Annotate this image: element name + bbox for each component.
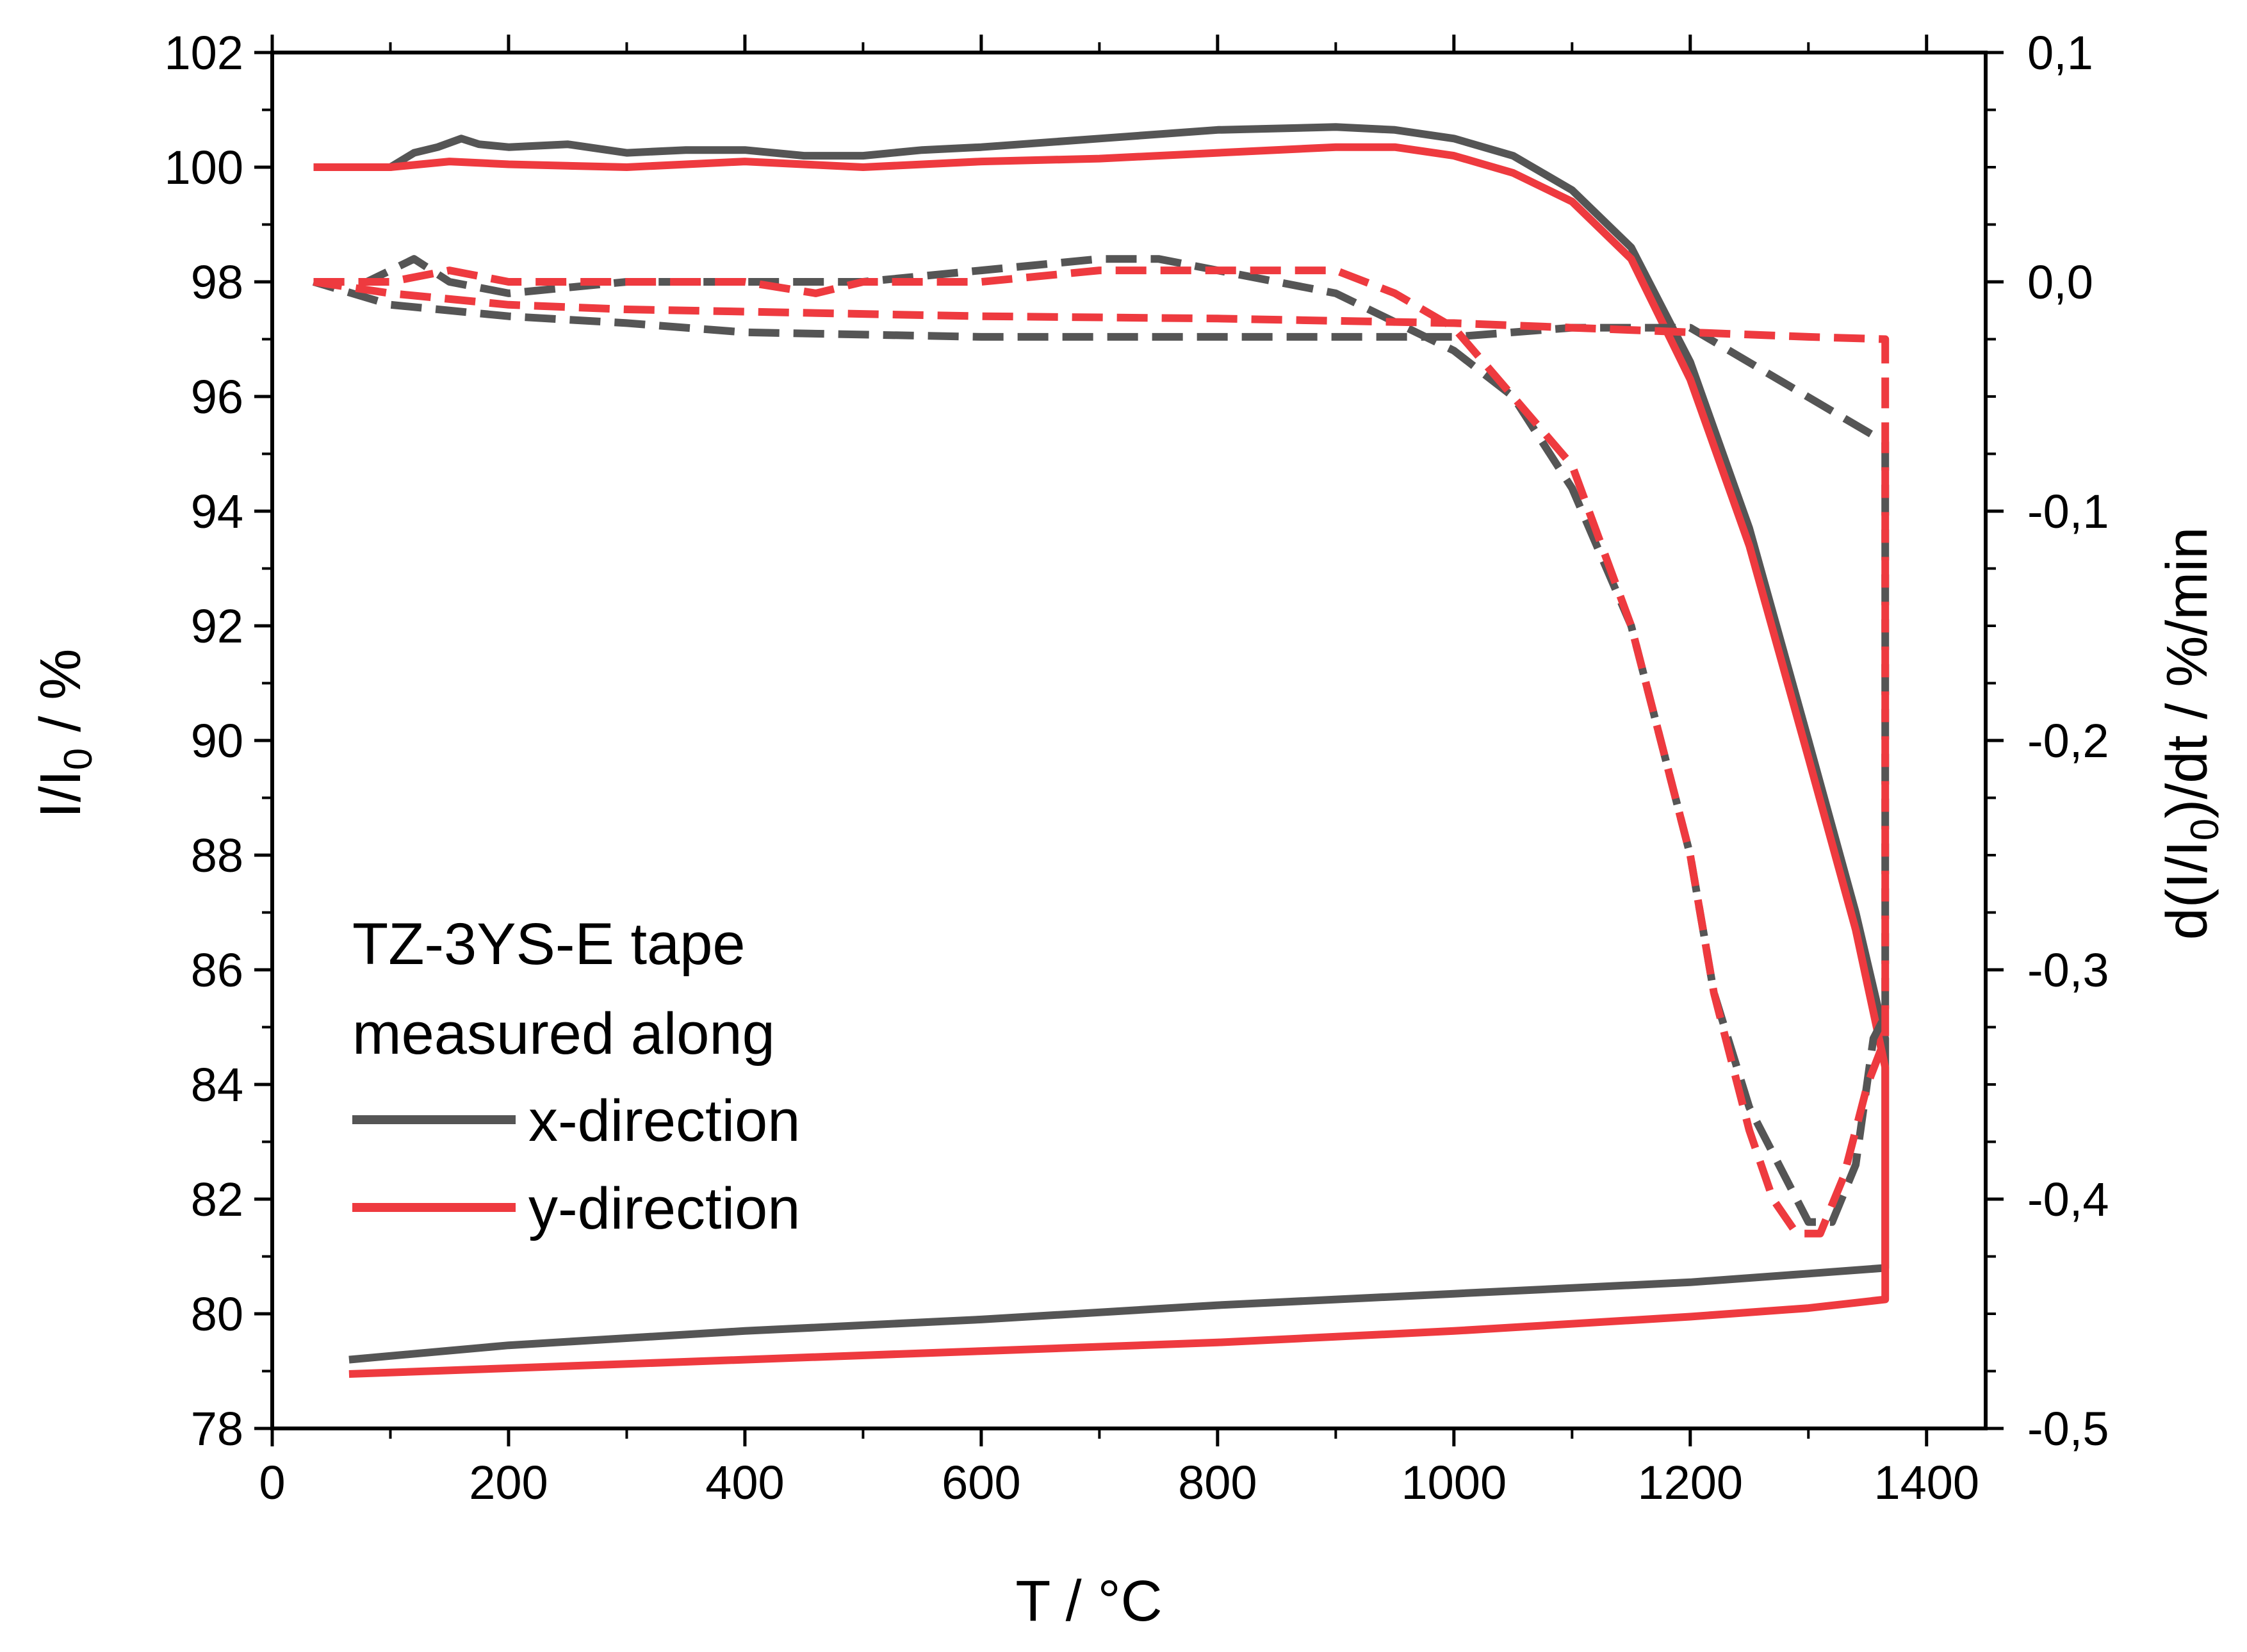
x-tick-label: 600: [942, 1456, 1020, 1509]
y2-tick-label: -0,4: [2027, 1173, 2109, 1226]
legend-title-line1: TZ-3YS-E tape: [352, 912, 746, 977]
series-layer: [312, 123, 1890, 1378]
y-tick-label: 102: [165, 26, 243, 79]
x-axis-title: T / °C: [1015, 1569, 1162, 1633]
legend-label-y-direction: y-direction: [528, 1176, 800, 1241]
y2-tick-label: -0,1: [2027, 485, 2109, 538]
y-tick-label: 80: [191, 1288, 243, 1341]
y2-axis-title-tail: )/dt / %/min: [2155, 527, 2219, 819]
x-tick-label: 1000: [1401, 1456, 1507, 1509]
y-tick-label: 94: [191, 485, 243, 538]
y-tick-label: 90: [191, 714, 243, 767]
y2-tick-label: 0,1: [2027, 26, 2093, 79]
series-line-2: [312, 255, 1890, 1226]
y2-tick-label: -0,3: [2027, 944, 2109, 997]
x-tick-label: 1200: [1637, 1456, 1743, 1509]
y2-tick-label: -0,2: [2027, 714, 2109, 767]
x-tick-label: 400: [705, 1456, 784, 1509]
series-line-1: [313, 143, 1890, 1378]
y-tick-label: 100: [165, 141, 243, 194]
y-tick-label: 96: [191, 370, 243, 423]
y2-axis-title: d(I/I0)/dt / %/min: [2155, 527, 2227, 940]
x-tick-label: 0: [259, 1456, 285, 1509]
legend-title-line2: measured along: [352, 1001, 775, 1067]
x-tick-label: 200: [469, 1456, 548, 1509]
legend: TZ-3YS-E tape measured along x-direction…: [352, 912, 800, 1241]
y-axis-title-sub: 0: [56, 748, 101, 770]
series-line-3: [313, 266, 1890, 1238]
series-line-0: [313, 123, 1890, 1364]
y-axis-title-tail: / %: [29, 649, 93, 748]
y2-axis-title-sub: 0: [2183, 819, 2227, 840]
y-tick-label: 86: [191, 944, 243, 997]
y-tick-label: 88: [191, 829, 243, 882]
y-tick-label: 78: [191, 1402, 243, 1455]
legend-label-x-direction: x-direction: [528, 1088, 800, 1154]
y2-tick-label: 0,0: [2027, 256, 2093, 309]
y2-tick-label: -0,5: [2027, 1402, 2109, 1455]
y-tick-label: 98: [191, 256, 243, 309]
axes-layer: 0 200 400 600 800 1000 1200 1400 78 80 82 84 86 88 90 9…: [165, 26, 2109, 1509]
y-axis-title: I/I0 / %: [29, 649, 101, 819]
x-tick-label: 800: [1178, 1456, 1257, 1509]
y-axis-title-main: I/I: [29, 770, 93, 818]
x-tick-label: 1400: [1874, 1456, 1979, 1509]
y-tick-label: 92: [191, 600, 243, 653]
y-tick-label: 84: [191, 1058, 243, 1111]
y2-axis-title-main: d(I/I: [2155, 840, 2219, 940]
y-tick-label: 82: [191, 1173, 243, 1226]
